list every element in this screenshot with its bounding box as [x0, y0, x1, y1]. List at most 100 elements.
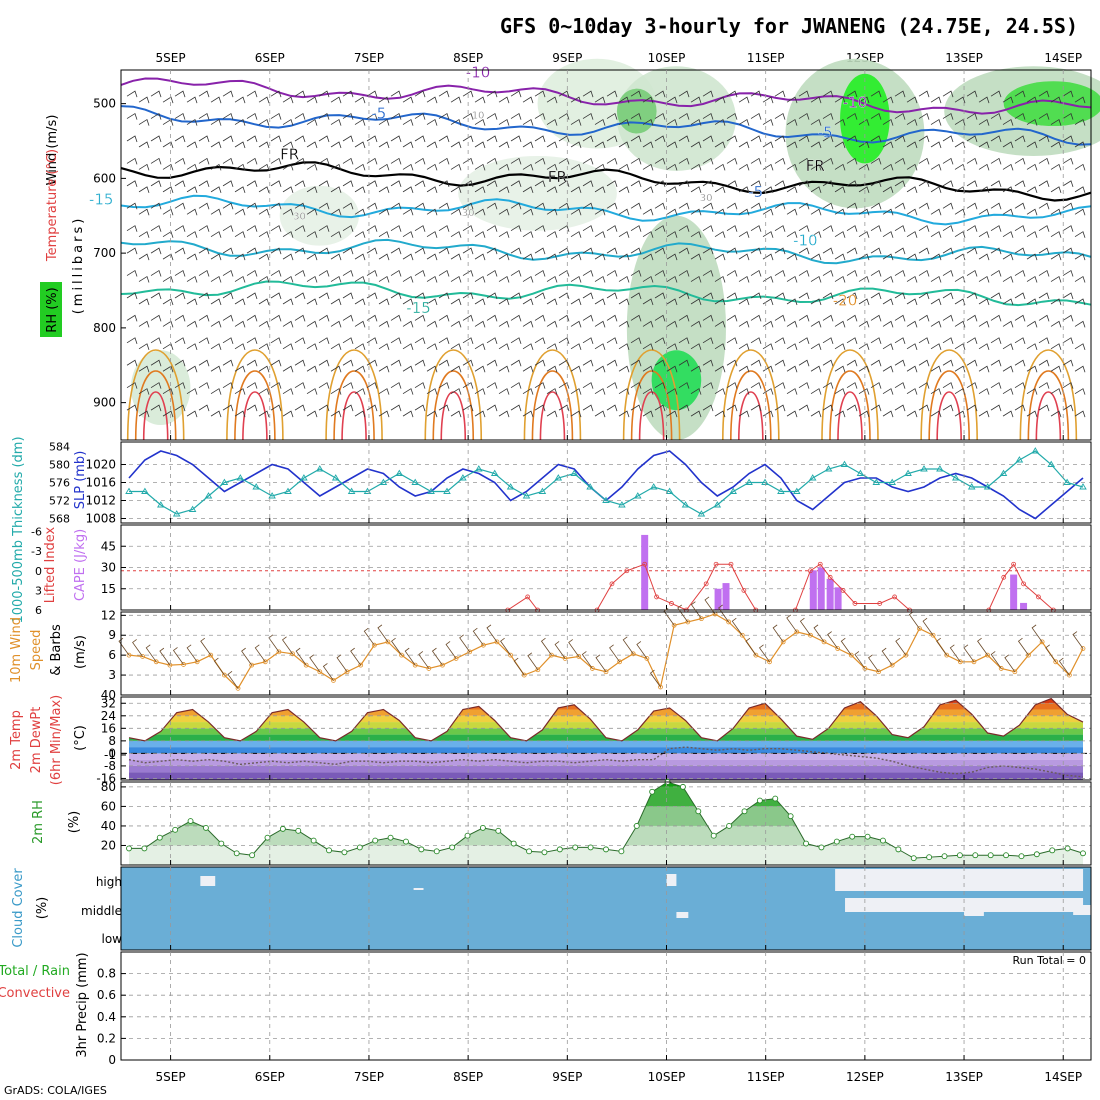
wind-barb — [822, 382, 834, 389]
wind-barb — [498, 186, 510, 193]
wind-barb — [186, 298, 198, 306]
slp-axis-labels: 1000-500mb Thickness (dm) SLP (mb) — [11, 436, 88, 623]
wind-barb — [294, 404, 306, 412]
wind-barb — [138, 343, 150, 350]
wind-barb — [414, 135, 426, 143]
wind-barb — [534, 135, 546, 143]
warm-contour — [242, 391, 268, 441]
wind-barb — [870, 404, 882, 412]
wind-barb — [1050, 208, 1062, 216]
lifted-index-point — [654, 594, 659, 600]
lifted-index-label: Lifted Index — [43, 526, 58, 603]
wind-barb — [462, 269, 474, 277]
wind-barb — [570, 298, 582, 306]
wind10-barb — [977, 637, 988, 656]
wind-barb — [378, 253, 390, 261]
wind-barb — [450, 231, 462, 238]
wind-barb — [150, 225, 162, 232]
wind10-label-c: & Barbs — [49, 624, 64, 676]
warm-contour — [234, 370, 276, 441]
wind-barb — [174, 180, 186, 187]
wind-barb — [378, 141, 390, 149]
wind10-barb — [500, 637, 511, 656]
wind-barb — [258, 365, 270, 373]
wind-barb — [618, 208, 630, 216]
wind-barb — [714, 118, 726, 126]
thickness-point — [157, 501, 165, 508]
wind10-barb — [322, 663, 334, 681]
wind-barb — [942, 314, 954, 322]
wind10-point — [671, 622, 677, 628]
wind-barb — [282, 118, 294, 126]
cloud-patch — [413, 888, 424, 890]
wind-barb — [210, 410, 222, 418]
wind-barb — [162, 365, 174, 373]
wind-barb — [1038, 180, 1050, 187]
wind-barb — [906, 343, 918, 350]
wind10-barb — [145, 644, 157, 663]
wind-barb — [438, 292, 450, 300]
wind-barb — [942, 247, 954, 255]
wind-barb — [414, 90, 426, 98]
wind-barb — [534, 314, 546, 322]
wind-barb — [990, 359, 1002, 367]
wind-barb — [966, 359, 978, 367]
lifted-index-point — [703, 581, 709, 587]
wind-barb — [882, 343, 894, 350]
wind10-ytick-label: 6 — [108, 648, 116, 662]
wind-barb — [714, 343, 726, 350]
wind-barb — [870, 225, 882, 232]
thickness-point — [967, 483, 976, 490]
wind-barb — [306, 118, 318, 126]
wind-barb — [738, 231, 750, 238]
thickness-point — [268, 492, 276, 499]
bottom-day-label: 11SEP — [747, 1070, 785, 1084]
wind10-point — [249, 662, 255, 668]
wind-barb — [894, 135, 906, 143]
wind-barb — [702, 157, 714, 165]
wind10-barb — [472, 627, 484, 646]
rh2m-point — [526, 848, 533, 855]
wind-barb — [666, 253, 678, 261]
li-tick-label: 3 — [35, 584, 42, 597]
thickness-point — [1079, 483, 1087, 490]
temp-ytick-label: 16 — [101, 721, 116, 735]
wind-barb — [714, 231, 726, 238]
wind-barb — [810, 163, 822, 171]
wind-barb — [762, 96, 774, 104]
precip-frame — [120, 951, 1092, 1061]
wind-barb — [606, 314, 618, 322]
wind-barb — [834, 118, 846, 126]
wind-barb — [702, 90, 714, 98]
wind10-point — [181, 662, 186, 667]
rh2m-point — [818, 844, 825, 851]
wind-barb — [246, 292, 258, 300]
wind-barb — [846, 112, 858, 120]
wind-barb — [330, 275, 342, 283]
wind-barb — [786, 343, 798, 350]
wind-barb — [990, 90, 1002, 98]
wind-barb — [1014, 269, 1026, 277]
wind-barb — [810, 141, 822, 149]
wind-barb — [1002, 186, 1014, 193]
wind10-barb — [772, 624, 784, 643]
wind-barb — [726, 225, 738, 232]
wind-barb — [258, 410, 270, 418]
lifted-index-line — [507, 596, 538, 611]
wind-barb — [678, 359, 690, 367]
wind-barb — [1038, 90, 1050, 98]
rh2m-point — [1080, 850, 1086, 857]
wind-barb — [258, 320, 270, 328]
thickness-point — [522, 492, 531, 499]
rh2m-frame — [120, 781, 1092, 866]
rh2m-point — [418, 846, 425, 853]
thickness-point — [379, 478, 388, 485]
rh2m-point — [895, 846, 902, 853]
wind-barb — [150, 314, 162, 322]
wind-barb — [546, 118, 558, 126]
wind-barb — [282, 208, 294, 216]
wind-barb — [306, 298, 318, 306]
wind-barb — [666, 163, 678, 171]
wind-barb — [198, 269, 210, 277]
wind-barb — [1026, 186, 1038, 193]
